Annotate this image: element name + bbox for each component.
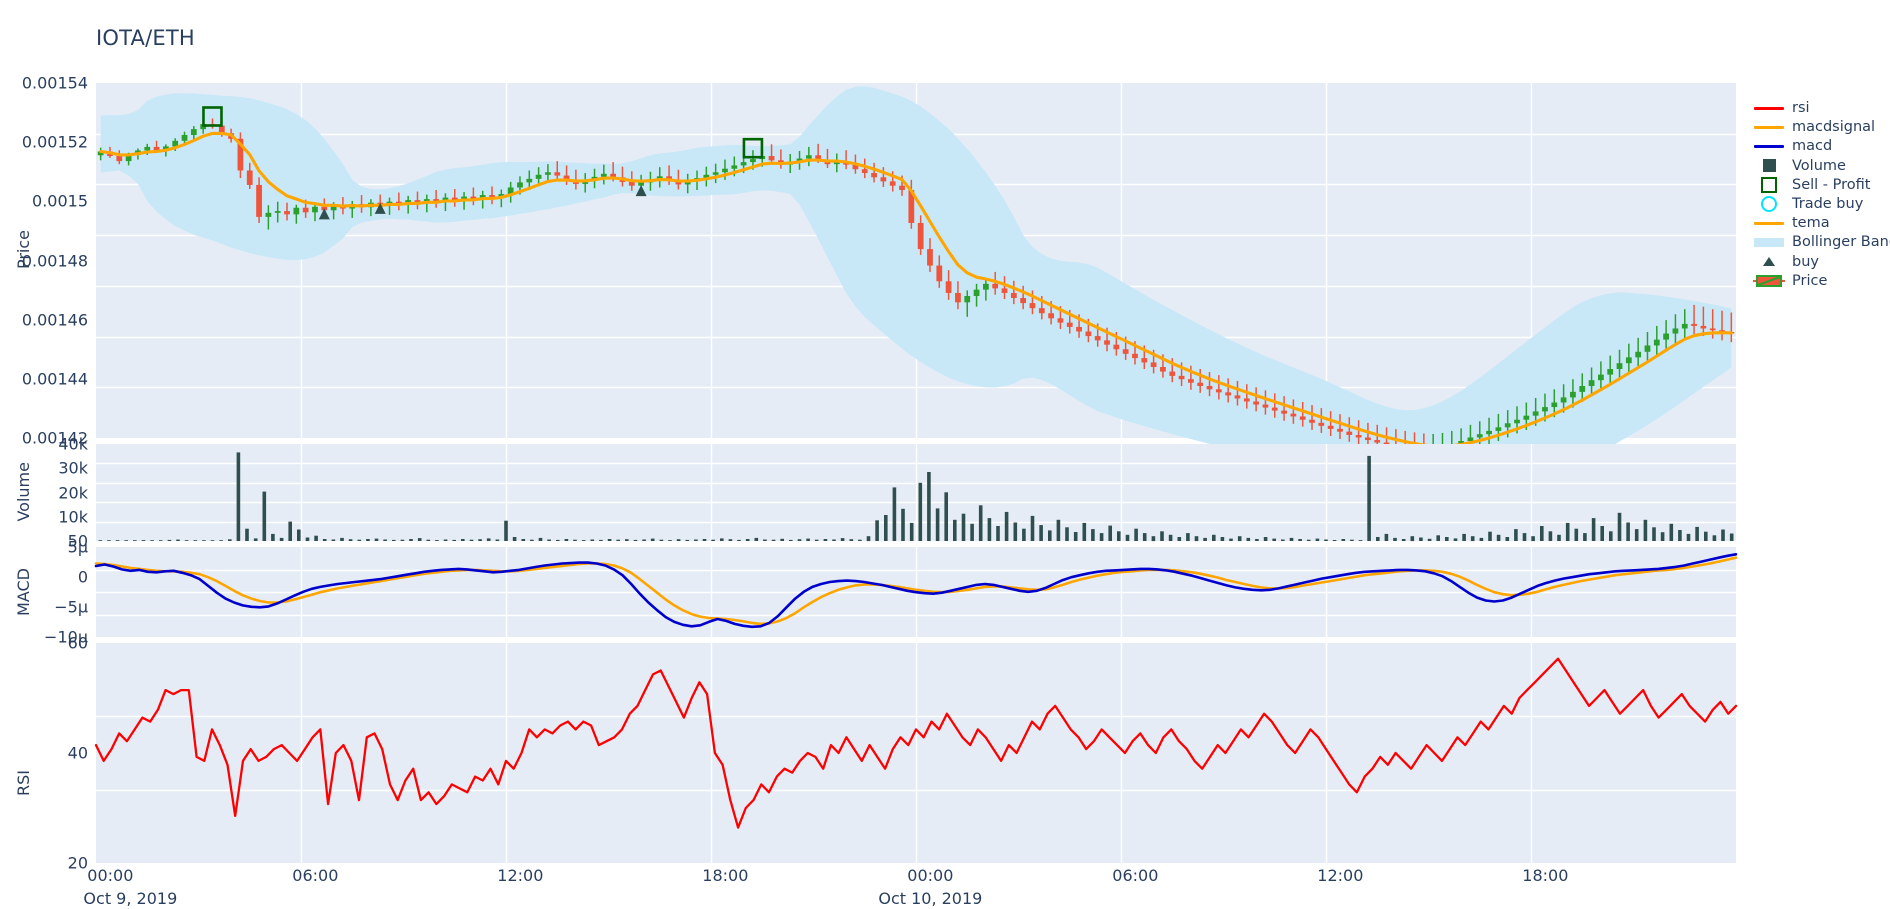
legend-item-label: Bollinger Band bbox=[1792, 234, 1890, 251]
rsi-y-ticks: 60 40 20 bbox=[0, 634, 88, 873]
volume-y-ticks: 40k 30k 20k 10k 50 bbox=[0, 435, 88, 551]
page-title: IOTA/ETH bbox=[96, 26, 195, 50]
legend-item-label: buy bbox=[1792, 253, 1819, 270]
y-tick-label: 0.00142 bbox=[21, 428, 88, 448]
x-axis-date-label: Oct 9, 2019 bbox=[83, 889, 178, 908]
legend-item-label: macdsignal bbox=[1792, 119, 1876, 136]
legend-item-trade-buy[interactable]: Trade buy bbox=[1752, 195, 1890, 212]
x-tick-label: 06:00 bbox=[1112, 866, 1159, 885]
y-tick-label: 0.00154 bbox=[21, 73, 88, 93]
legend-item-label: Sell - Profit bbox=[1792, 176, 1871, 193]
x-tick-label: 00:00 bbox=[907, 866, 954, 885]
y-tick-label: 0 bbox=[77, 567, 88, 587]
legend-item-price[interactable]: Price bbox=[1752, 273, 1890, 289]
line-icon bbox=[1752, 144, 1786, 148]
y-tick-label: 5µ bbox=[67, 537, 88, 557]
y-tick-label: 0.00144 bbox=[21, 369, 88, 389]
legend-item-label: macd bbox=[1792, 138, 1833, 155]
macd-y-ticks: 5µ 0 −5µ −10µ bbox=[0, 538, 88, 647]
triangle-up-icon bbox=[1752, 257, 1786, 266]
circle-outline-icon bbox=[1752, 195, 1786, 212]
y-tick-label: −10µ bbox=[44, 627, 88, 647]
legend-item-macdsignal[interactable]: macdsignal bbox=[1752, 119, 1890, 135]
x-axis-date-labels: Oct 9, 2019 Oct 10, 2019 bbox=[0, 889, 1890, 909]
y-tick-label: 10k bbox=[58, 507, 88, 527]
macd-plot-svg bbox=[94, 547, 1738, 637]
y-tick-label: 40k bbox=[58, 434, 88, 454]
y-tick-label: 50 bbox=[67, 531, 88, 551]
legend-item-tema[interactable]: tema bbox=[1752, 215, 1890, 231]
chart-legend: rsi macdsignal macd Volume Sell - Profit Trad… bbox=[1752, 100, 1890, 289]
y-tick-label: −5µ bbox=[54, 597, 88, 617]
line-icon bbox=[1752, 221, 1786, 225]
rsi-plot-svg bbox=[94, 643, 1738, 863]
y-tick-label: 0.0015 bbox=[32, 191, 88, 211]
volume-plot-svg bbox=[96, 444, 1736, 542]
candlestick-icon bbox=[1752, 273, 1786, 289]
x-tick-label: 00:00 bbox=[87, 866, 134, 885]
y-tick-label: 0.00152 bbox=[21, 132, 88, 152]
y-tick-label: 0.00146 bbox=[21, 310, 88, 330]
line-icon bbox=[1752, 106, 1786, 110]
price-plot-svg bbox=[96, 83, 1736, 480]
price-y-ticks: 0.00154 0.00152 0.0015 0.00148 0.00146 0.0014… bbox=[0, 74, 88, 448]
y-tick-label: 20 bbox=[67, 853, 88, 873]
legend-item-rsi[interactable]: rsi bbox=[1752, 100, 1890, 116]
band-icon bbox=[1752, 237, 1786, 247]
y-tick-label: 0.00148 bbox=[21, 251, 88, 270]
legend-item-bollinger-band[interactable]: Bollinger Band bbox=[1752, 234, 1890, 250]
legend-item-label: tema bbox=[1792, 215, 1830, 232]
legend-item-label: Volume bbox=[1792, 157, 1846, 174]
legend-item-volume[interactable]: Volume bbox=[1752, 158, 1890, 174]
y-tick-label: 40 bbox=[67, 743, 88, 763]
legend-item-label: Price bbox=[1792, 272, 1828, 289]
line-icon bbox=[1752, 125, 1786, 129]
legend-item-sell-profit[interactable]: Sell - Profit bbox=[1752, 176, 1890, 193]
x-tick-label: 18:00 bbox=[702, 866, 749, 885]
y-tick-label: 60 bbox=[67, 633, 88, 653]
y-tick-label: 20k bbox=[58, 483, 88, 502]
x-tick-label: 12:00 bbox=[497, 866, 544, 885]
x-tick-label: 18:00 bbox=[1522, 866, 1569, 885]
rsi-panel bbox=[94, 643, 1738, 863]
x-axis-ticks: 00:00 06:00 12:00 18:00 00:00 06:00 12:00 18:00 bbox=[0, 866, 1890, 886]
y-tick-label: 30k bbox=[58, 458, 88, 478]
x-axis-date-label: Oct 10, 2019 bbox=[878, 889, 983, 908]
legend-item-buy[interactable]: buy bbox=[1752, 254, 1890, 270]
volume-panel bbox=[96, 444, 1736, 542]
x-tick-label: 06:00 bbox=[292, 866, 339, 885]
legend-item-macd[interactable]: macd bbox=[1752, 138, 1890, 154]
macd-panel bbox=[94, 547, 1738, 637]
legend-item-label: rsi bbox=[1792, 100, 1810, 116]
price-panel bbox=[96, 83, 1736, 480]
square-outline-icon bbox=[1752, 176, 1786, 193]
square-icon bbox=[1752, 159, 1786, 173]
x-tick-label: 12:00 bbox=[1317, 866, 1364, 885]
legend-item-label: Trade buy bbox=[1792, 195, 1864, 212]
